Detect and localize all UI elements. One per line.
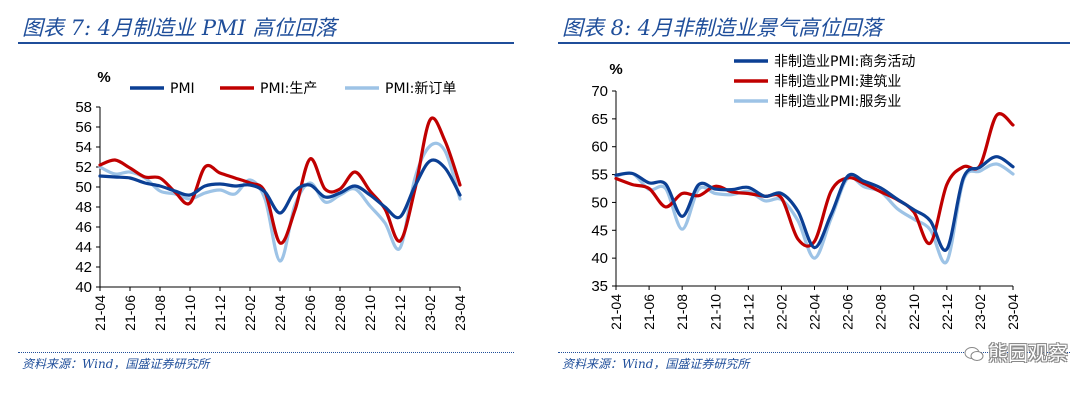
x-tick-label: 22-10	[906, 294, 922, 330]
watermark: 熊园观察	[964, 337, 1068, 366]
series-line-2	[98, 141, 462, 263]
x-tick-label: 22-04	[807, 294, 823, 330]
y-tick-label: 40	[75, 279, 92, 296]
x-tick-label: 21-08	[674, 294, 690, 330]
x-tick-label: 21-06	[122, 295, 138, 331]
y-tick-label: 58	[75, 99, 92, 116]
x-tick-label: 23-02	[422, 295, 438, 331]
y-tick-label: 45	[591, 222, 608, 239]
y-tick-label: 48	[75, 199, 92, 216]
x-tick-label: 23-04	[452, 295, 468, 331]
x-tick-label: 22-06	[302, 295, 318, 331]
chart-title: 图表 8: 4月非制造业景气高位回落	[562, 16, 883, 40]
x-tick-label: 22-08	[873, 294, 889, 330]
y-tick-label: 52	[75, 159, 92, 176]
x-tick-label: 22-12	[392, 295, 408, 331]
title-underline	[18, 42, 514, 44]
chart-panel-8: 图表 8: 4月非制造业景气高位回落 35 40 45 50 55 60 65 70% 21-0…	[548, 0, 1080, 400]
chart-panel-7: 图表 7: 4月制造业 PMI 高位回落 40 42 44 46 48 50 52 54 56 5…	[0, 0, 520, 400]
x-tick-label: 21-12	[740, 294, 756, 330]
x-tick-label: 22-06	[840, 294, 856, 330]
x-tick-label: 23-02	[972, 294, 988, 330]
non-manufacturing-pmi-chart: 35 40 45 50 55 60 65 70% 21-04 21-06 21-08 21-10 21-…	[591, 54, 1021, 330]
series-line-0	[98, 158, 462, 220]
x-tick-label: 21-10	[182, 295, 198, 331]
y-tick-label: 44	[75, 239, 92, 256]
legend-label: PMI:新订单	[385, 81, 456, 97]
y-axis-label: %	[97, 69, 110, 86]
series-line-0	[614, 155, 1015, 252]
y-tick-label: 35	[591, 278, 608, 295]
series-line-2	[614, 162, 1015, 265]
y-tick-label: 42	[75, 259, 92, 276]
title-underline	[558, 42, 1070, 44]
x-tick-label: 21-06	[641, 294, 657, 330]
legend-label: 非制造业PMI:商务活动	[774, 54, 915, 70]
y-tick-label: 40	[591, 250, 608, 267]
x-tick-label: 21-12	[212, 295, 228, 331]
legend-label: PMI:生产	[260, 81, 317, 97]
y-tick-label: 70	[591, 83, 608, 100]
x-tick-label: 23-04	[1005, 294, 1021, 330]
chart-source: 资料来源：Wind，国盛证券研究所	[562, 357, 750, 371]
chart-source: 资料来源：Wind，国盛证券研究所	[22, 357, 210, 371]
y-tick-label: 60	[591, 139, 608, 156]
series-line-1	[98, 116, 462, 245]
legend-label: 非制造业PMI:服务业	[774, 94, 901, 110]
x-tick-label: 22-02	[242, 295, 258, 331]
x-tick-label: 22-12	[939, 294, 955, 330]
y-tick-label: 56	[75, 119, 92, 136]
y-tick-label: 54	[75, 139, 92, 156]
x-tick-label: 21-04	[608, 294, 624, 330]
x-tick-label: 21-08	[152, 295, 168, 331]
legend-label: PMI	[170, 81, 195, 97]
y-tick-label: 50	[75, 179, 92, 196]
x-tick-label: 22-08	[332, 295, 348, 331]
y-tick-label: 46	[75, 219, 92, 236]
y-tick-label: 65	[591, 111, 608, 128]
legend-label: 非制造业PMI:建筑业	[774, 74, 901, 90]
x-tick-label: 22-10	[362, 295, 378, 331]
manufacturing-pmi-chart: 40 42 44 46 48 50 52 54 56 58% 21-04 21-06 21-08 21-1…	[75, 69, 468, 331]
x-tick-label: 21-10	[707, 294, 723, 330]
y-axis-label: %	[609, 61, 622, 78]
x-tick-label: 22-04	[272, 295, 288, 331]
source-divider	[18, 352, 514, 353]
source-divider	[558, 352, 1070, 353]
series-line-1	[614, 112, 1015, 248]
wechat-icon	[964, 343, 984, 361]
watermark-text: 熊园观察	[988, 341, 1068, 365]
x-tick-label: 22-02	[773, 294, 789, 330]
chart-title: 图表 7: 4月制造业 PMI 高位回落	[22, 16, 337, 40]
x-tick-label: 21-04	[92, 295, 108, 331]
y-tick-label: 50	[591, 194, 608, 211]
y-tick-label: 55	[591, 167, 608, 184]
